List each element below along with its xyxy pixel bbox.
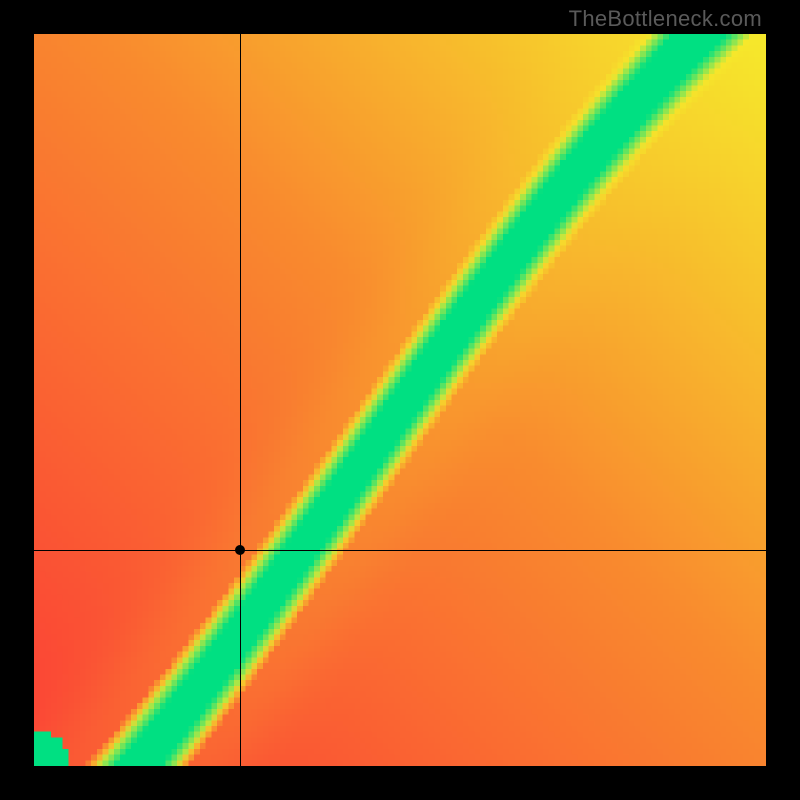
heatmap-plot bbox=[34, 34, 766, 766]
watermark-text: TheBottleneck.com bbox=[569, 6, 762, 32]
heatmap-canvas bbox=[34, 34, 766, 766]
chart-frame: TheBottleneck.com bbox=[0, 0, 800, 800]
